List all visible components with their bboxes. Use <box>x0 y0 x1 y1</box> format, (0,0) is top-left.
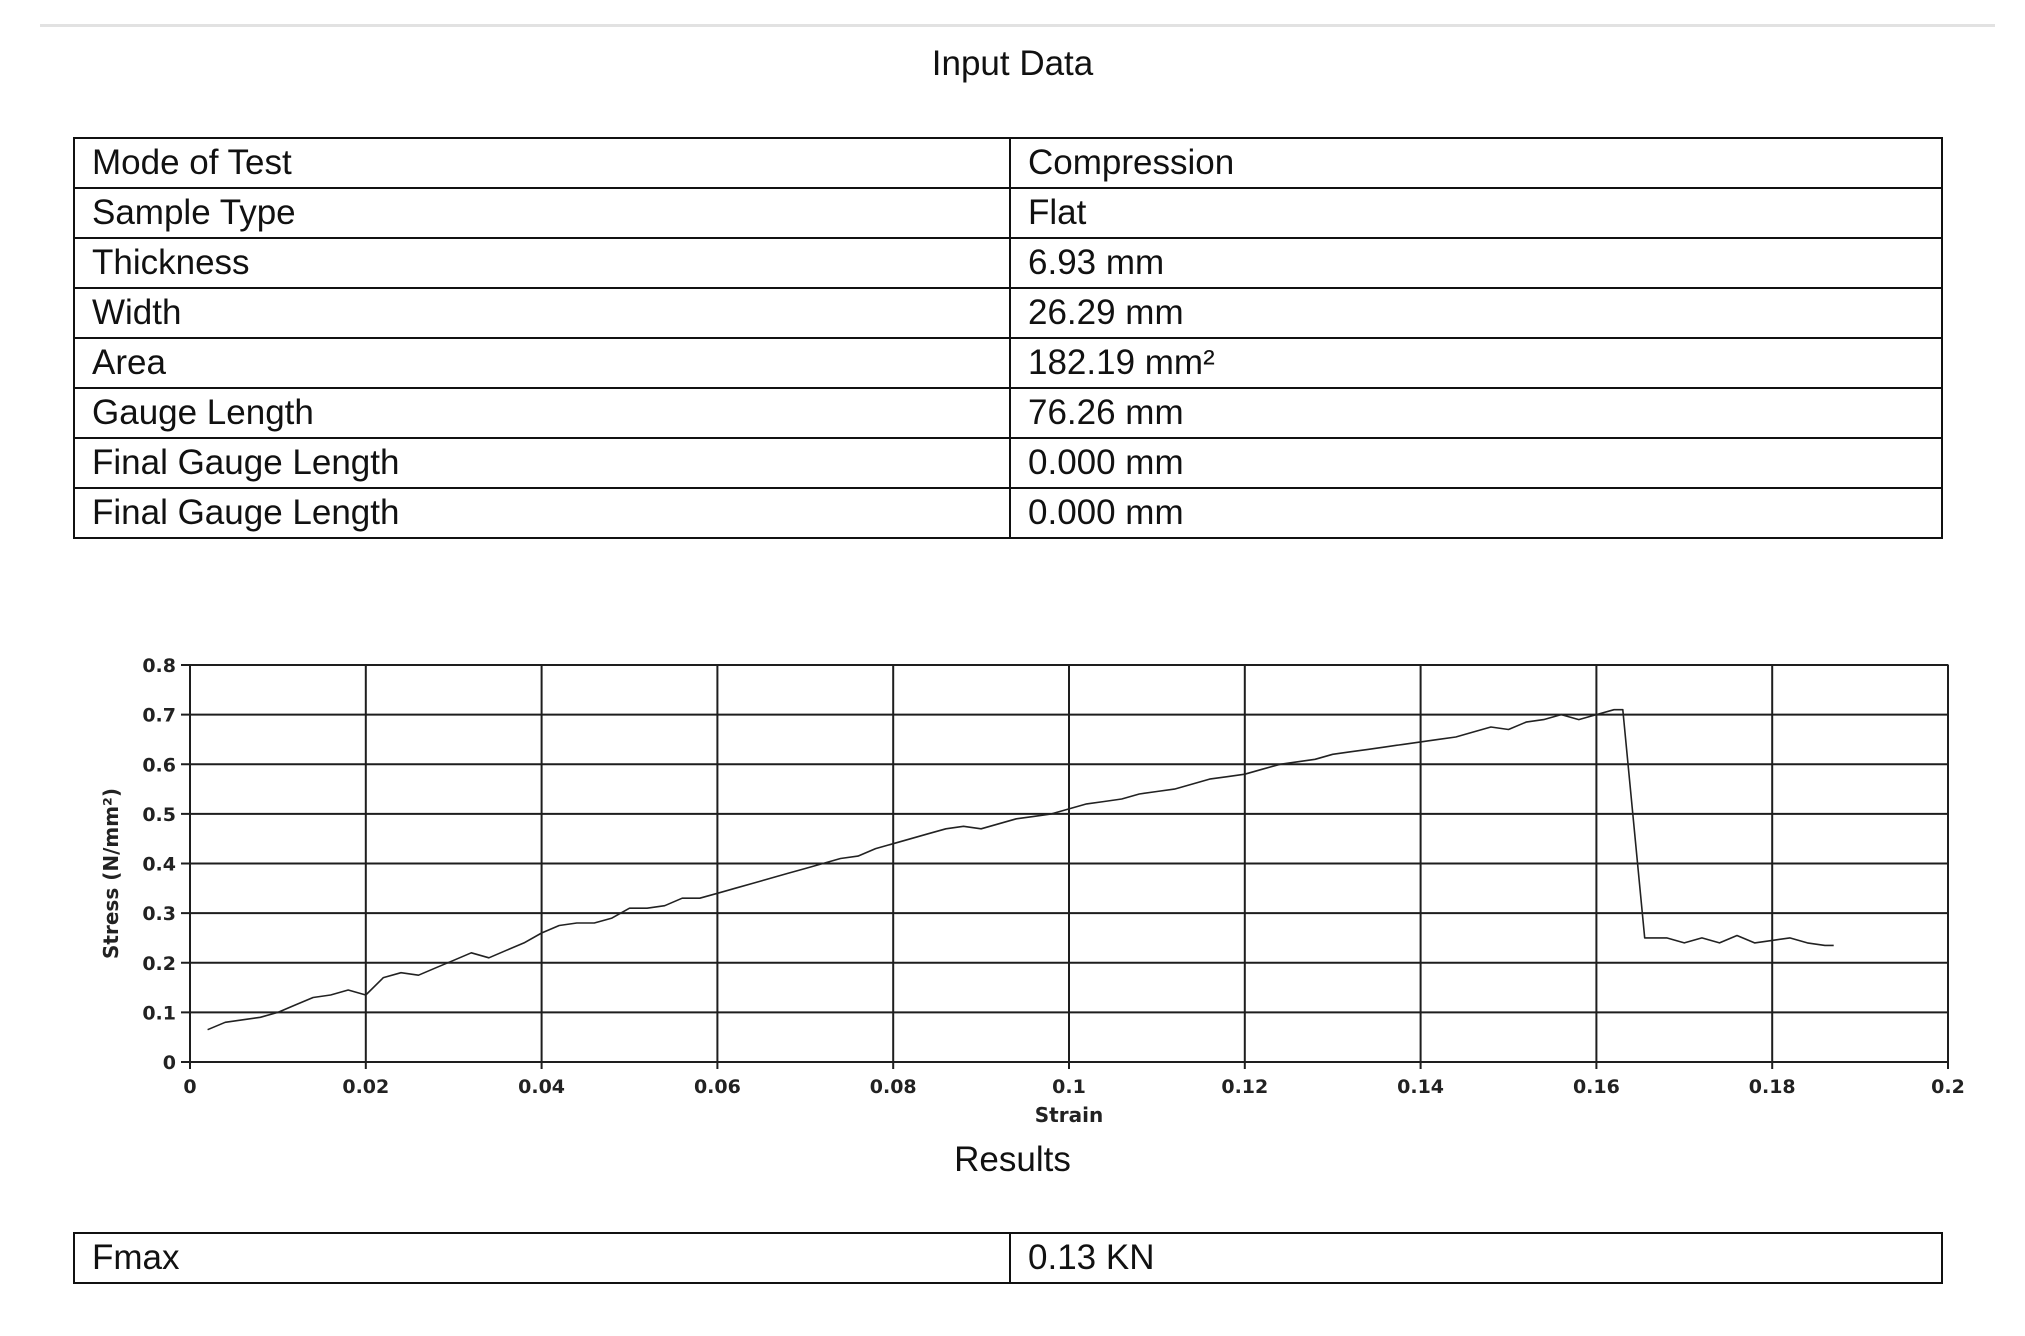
grid <box>189 664 1949 1063</box>
table-row: Final Gauge Length 0.000 mm <box>73 487 1943 539</box>
row-label: Final Gauge Length <box>73 487 1011 539</box>
table-row: Gauge Length 76.26 mm <box>73 387 1943 439</box>
x-tick-label: 0.2 <box>1931 1076 1965 1098</box>
y-tick-label: 0.6 <box>142 754 176 776</box>
x-tick-label: 0.04 <box>518 1076 565 1098</box>
y-tick-label: 0 <box>163 1052 176 1074</box>
input-data-table: Mode of Test Compression Sample Type Fla… <box>73 137 1943 539</box>
tick-labels: 0 0.02 0.04 0.06 0.08 0.1 0.12 0.14 0.16 0.18 0.2 0… <box>142 655 1965 1098</box>
row-value: 0.000 mm <box>1009 437 1943 489</box>
table-row: Width 26.29 mm <box>73 287 1943 339</box>
x-tick-label: 0.18 <box>1749 1076 1796 1098</box>
x-tick-label: 0.12 <box>1221 1076 1268 1098</box>
table-row: Fmax 0.13 KN <box>73 1232 1943 1284</box>
row-value: Flat <box>1009 187 1943 239</box>
y-tick-label: 0.3 <box>142 903 176 925</box>
x-tick-label: 0.14 <box>1397 1076 1444 1098</box>
row-label: Gauge Length <box>73 387 1011 439</box>
series-line <box>207 708 1834 1031</box>
y-tick-label: 0.1 <box>142 1002 176 1024</box>
row-label: Final Gauge Length <box>73 437 1011 489</box>
row-value: 182.19 mm² <box>1009 337 1943 389</box>
series <box>207 708 1834 1031</box>
stress-strain-chart: 0 0.02 0.04 0.06 0.08 0.1 0.12 0.14 0.16 0.18 0.2 0… <box>0 640 2025 1140</box>
table-row: Sample Type Flat <box>73 187 1943 239</box>
results-heading: Results <box>954 1140 1071 1179</box>
row-label: Sample Type <box>73 187 1011 239</box>
top-divider <box>40 24 1995 27</box>
table-row: Final Gauge Length 0.000 mm <box>73 437 1943 489</box>
axes <box>181 664 1949 1069</box>
row-label: Area <box>73 337 1011 389</box>
y-tick-label: 0.7 <box>142 705 176 727</box>
row-value: 26.29 mm <box>1009 287 1943 339</box>
x-tick-label: 0.16 <box>1573 1076 1620 1098</box>
x-axis-title: Strain <box>1035 1103 1103 1127</box>
x-tick-label: 0.1 <box>1052 1076 1086 1098</box>
row-label: Width <box>73 287 1011 339</box>
row-label: Thickness <box>73 237 1011 289</box>
row-label: Fmax <box>73 1232 1011 1284</box>
row-label: Mode of Test <box>73 137 1011 189</box>
y-tick-label: 0.4 <box>142 854 176 876</box>
row-value: 0.000 mm <box>1009 487 1943 539</box>
row-value: 76.26 mm <box>1009 387 1943 439</box>
y-tick-label: 0.8 <box>142 655 176 677</box>
x-tick-label: 0.06 <box>694 1076 741 1098</box>
y-tick-label: 0.5 <box>142 804 176 826</box>
chart-canvas: 0 0.02 0.04 0.06 0.08 0.1 0.12 0.14 0.16 0.18 0.2 0… <box>99 655 1965 1127</box>
row-value: 0.13 KN <box>1009 1232 1943 1284</box>
y-axis-title: Stress (N/mm²) <box>99 788 123 959</box>
x-tick-label: 0 <box>183 1076 196 1098</box>
row-value: Compression <box>1009 137 1943 189</box>
table-row: Thickness 6.93 mm <box>73 237 1943 289</box>
results-table: Fmax 0.13 KN <box>73 1232 1943 1284</box>
row-value: 6.93 mm <box>1009 237 1943 289</box>
y-tick-label: 0.2 <box>142 953 176 975</box>
table-row: Area 182.19 mm² <box>73 337 1943 389</box>
x-tick-label: 0.02 <box>342 1076 389 1098</box>
x-tick-label: 0.08 <box>870 1076 917 1098</box>
table-row: Mode of Test Compression <box>73 137 1943 189</box>
input-data-heading: Input Data <box>931 44 1094 83</box>
